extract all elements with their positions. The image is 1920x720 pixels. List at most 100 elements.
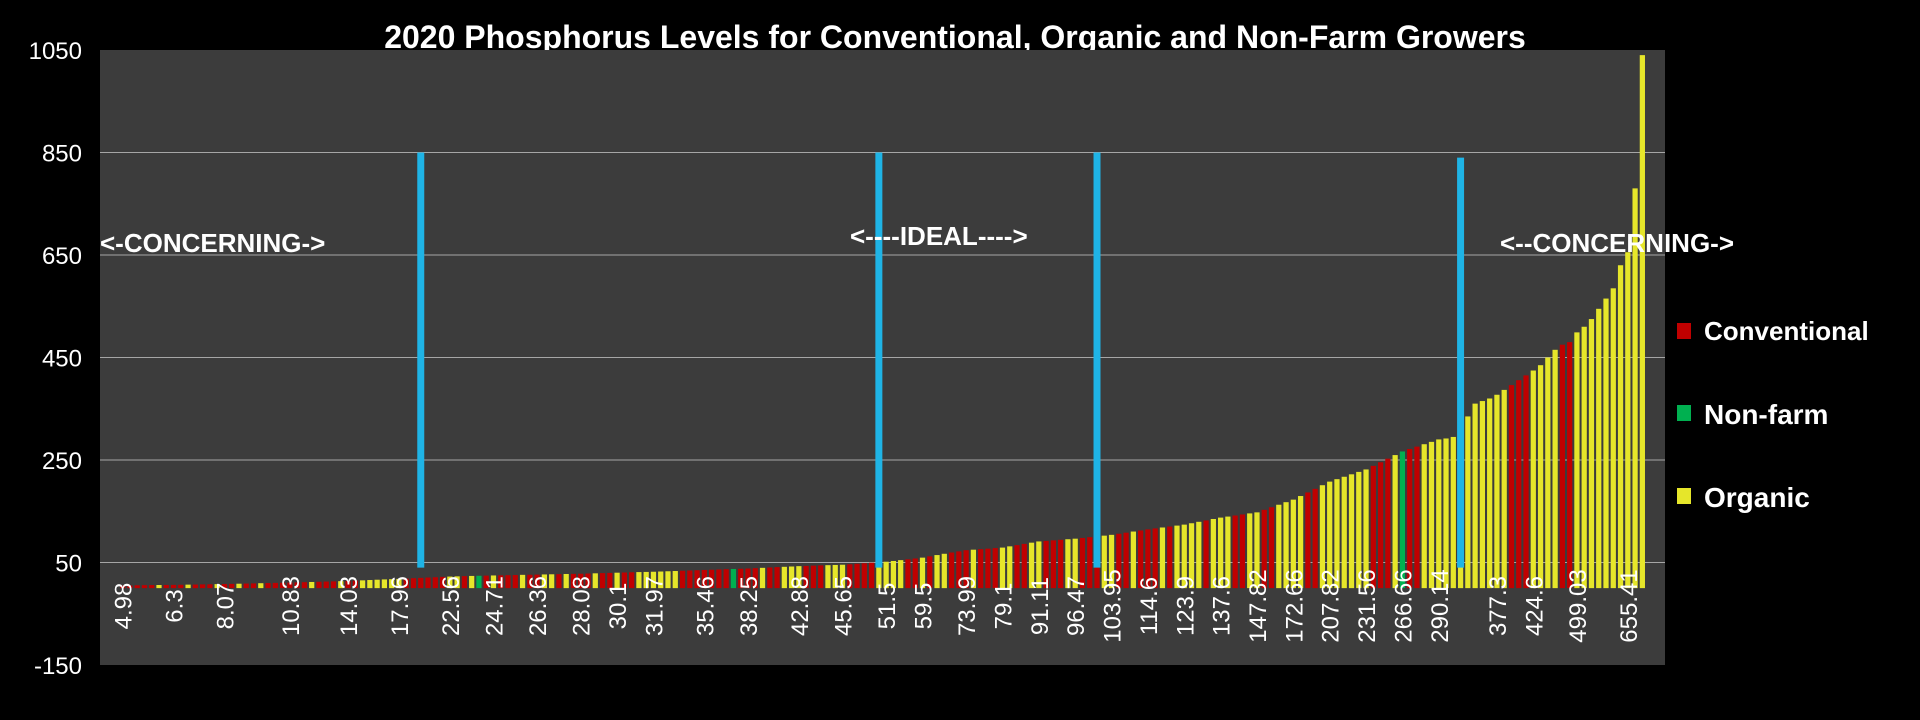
legend-item-organic: Organic [1677, 482, 1810, 513]
bar-conventional [461, 576, 468, 589]
bar-organic [1625, 252, 1631, 589]
bar-organic [614, 572, 620, 589]
legend: Conventional Non-farm Organic [1677, 316, 1869, 513]
bar-organic [1254, 512, 1260, 589]
bar-conventional [694, 570, 700, 589]
x-tick-label: 91.11 [1027, 577, 1054, 635]
x-tick-label: 377.3 [1485, 576, 1512, 636]
bar-organic [1174, 525, 1180, 589]
bar-organic [1581, 326, 1587, 589]
bar-nonfarm [1399, 451, 1406, 589]
bar-organic [1072, 538, 1078, 589]
bar-organic [1028, 542, 1035, 589]
bar-conventional [1508, 385, 1515, 589]
bar-conventional [1021, 543, 1027, 589]
bar-conventional [207, 584, 213, 589]
bar-organic [1596, 308, 1602, 589]
bar-conventional [978, 549, 984, 589]
bar-conventional [1152, 528, 1158, 589]
bar-conventional [1123, 532, 1129, 589]
bar-organic [1610, 288, 1616, 589]
annotation-concerning-high: <--CONCERNING-> [1500, 228, 1734, 258]
bar-conventional [861, 563, 867, 589]
x-tick-label: 59.5 [910, 583, 937, 630]
legend-swatch-nonfarm [1677, 405, 1691, 421]
bar-conventional [1261, 509, 1267, 589]
bar-conventional [127, 585, 133, 589]
x-tick-label: 10.83 [278, 576, 305, 636]
bar-conventional [578, 573, 584, 589]
bar-conventional [345, 580, 351, 589]
bar-conventional [149, 585, 155, 589]
bar-conventional [1167, 526, 1173, 589]
x-tick-label: 79.1 [990, 583, 1017, 630]
bar-conventional [607, 572, 613, 589]
bar-organic [1501, 389, 1507, 589]
bar-conventional [1239, 514, 1246, 589]
legend-label-conventional: Conventional [1704, 316, 1869, 346]
bar-organic [541, 574, 547, 589]
bar-organic [1588, 319, 1595, 589]
bar-organic [934, 555, 940, 589]
bar-organic [883, 561, 889, 589]
bar-conventional [709, 569, 715, 589]
bar-conventional [621, 572, 627, 589]
bar-organic [1465, 416, 1471, 589]
legend-item-nonfarm: Non-farm [1677, 399, 1828, 430]
bar-organic [258, 583, 264, 589]
y-tick-label: 1050 [29, 38, 82, 65]
y-tick-label: 250 [42, 448, 82, 475]
bar-organic [374, 579, 380, 589]
bar-organic [1290, 499, 1296, 589]
bar-organic [898, 560, 904, 589]
bar-conventional [767, 567, 773, 589]
bar-organic [1108, 534, 1115, 589]
bar-organic [469, 575, 475, 589]
bar-conventional [1203, 520, 1209, 589]
bar-organic [592, 573, 598, 589]
bar-organic [1218, 517, 1224, 589]
bar-organic [1450, 436, 1456, 589]
bar-conventional [221, 583, 228, 589]
bar-conventional [745, 568, 751, 589]
x-tick-label: 8.07 [212, 583, 239, 630]
bar-organic [919, 557, 926, 589]
bar-organic [1210, 518, 1216, 589]
bar-conventional [1116, 533, 1122, 589]
bar-conventional [418, 577, 424, 589]
bar-organic [665, 571, 671, 589]
bar-conventional [425, 577, 431, 589]
x-tick-label: 28.08 [569, 576, 596, 636]
bar-organic [1065, 539, 1071, 589]
bar-conventional [192, 584, 198, 589]
legend-item-conventional: Conventional [1677, 316, 1869, 346]
bar-organic [1363, 469, 1369, 589]
bar-conventional [985, 548, 991, 589]
bar-organic [1348, 474, 1355, 589]
x-tick-label: 4.98 [111, 583, 138, 630]
bar-organic [563, 573, 569, 589]
legend-label-nonfarm: Non-farm [1704, 399, 1828, 430]
x-tick-label: 31.97 [641, 576, 668, 636]
bar-conventional [723, 569, 729, 589]
bar-organic [781, 566, 787, 589]
bar-conventional [687, 570, 693, 589]
bar-organic [1101, 535, 1107, 589]
bar-organic [1283, 502, 1289, 589]
bar-conventional [927, 556, 933, 589]
y-axis-ticks: -150 50 250 450 650 850 1050 [29, 38, 82, 680]
bar-conventional [1087, 537, 1093, 589]
bar-conventional [178, 584, 184, 589]
x-tick-label: 26.36 [525, 576, 552, 636]
bar-organic [1319, 485, 1326, 589]
bar-conventional [905, 559, 911, 589]
bar-conventional [316, 581, 322, 589]
bar-organic [447, 576, 453, 589]
bar-conventional [629, 572, 635, 589]
x-tick-label: 231.56 [1354, 569, 1381, 642]
bar-organic [1225, 516, 1231, 589]
bar-conventional [716, 569, 722, 589]
bar-conventional [774, 567, 780, 589]
x-tick-label: 207.82 [1318, 569, 1345, 642]
bar-organic [367, 580, 373, 589]
